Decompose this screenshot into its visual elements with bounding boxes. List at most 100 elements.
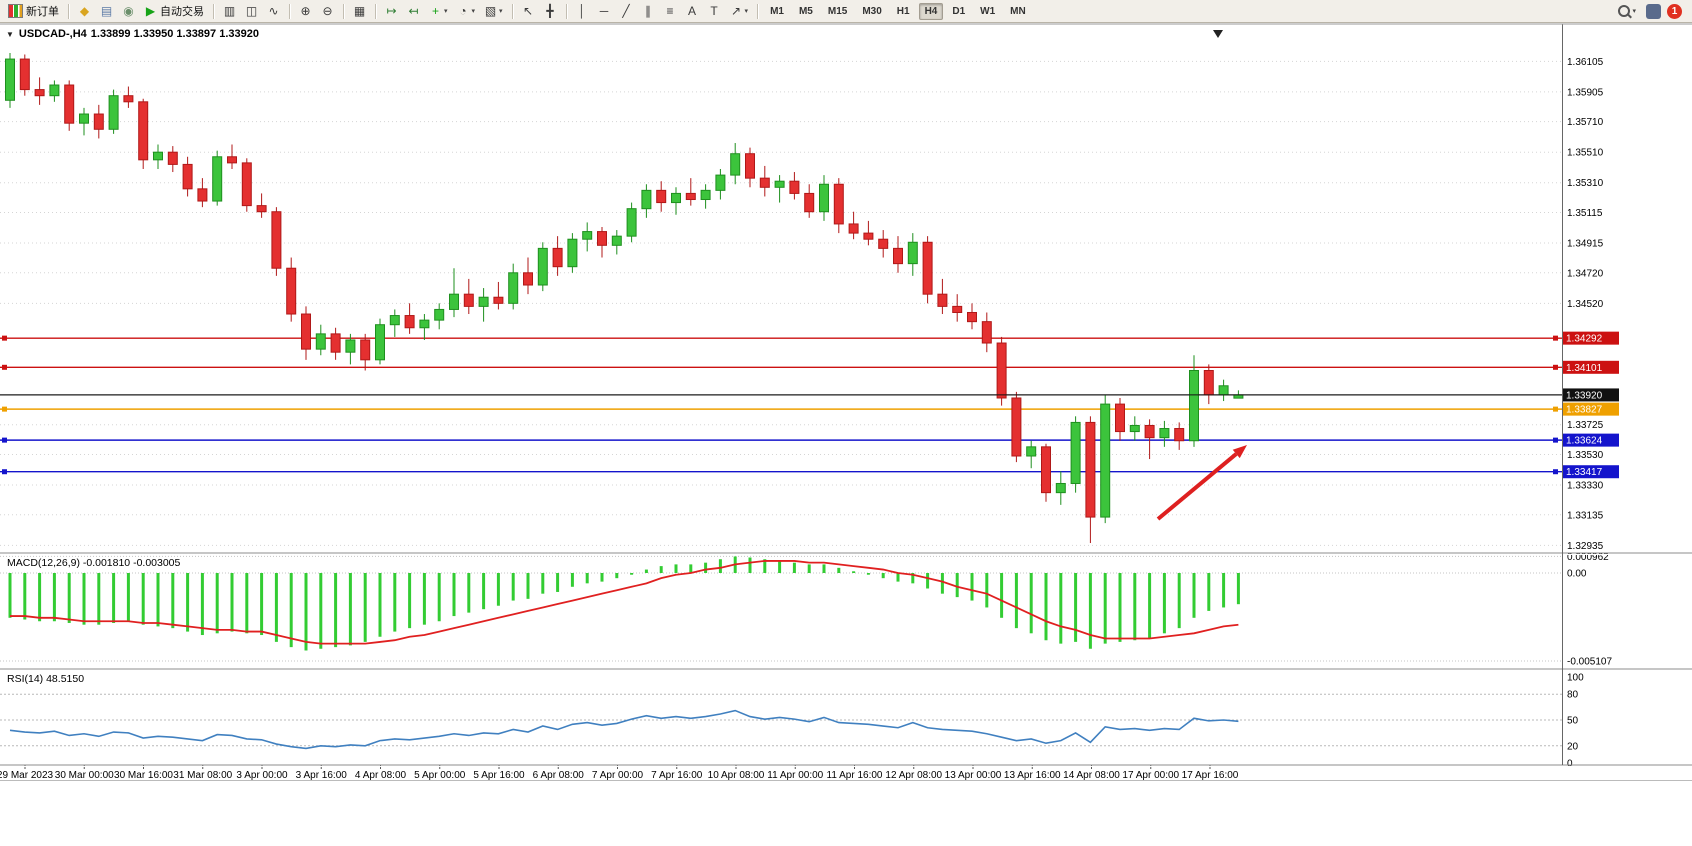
autotrading-button[interactable]: ▶ 自动交易 [140,1,208,21]
svg-text:-0.005107: -0.005107 [1567,656,1612,667]
crosshair-button[interactable]: ╋ [540,1,561,21]
rsi-pane: 100 80 50 20 0 [0,673,1584,770]
svg-text:7 Apr 16:00: 7 Apr 16:00 [651,770,703,781]
macd-histogram [8,556,1240,651]
channel-button[interactable]: ∥ [638,1,659,21]
timeframe-mn-button[interactable]: MN [1010,5,1026,17]
svg-text:0.000962: 0.000962 [1567,552,1609,563]
templates-button[interactable]: ▧ ▾ [480,1,507,21]
autotrading-button-label: 自动交易 [160,6,204,18]
svg-text:1.35115: 1.35115 [1567,208,1603,219]
toolbar-separator [757,3,759,19]
svg-text:1.34915: 1.34915 [1567,239,1604,250]
bar-chart-button[interactable]: ▥ [219,1,240,21]
chart-window[interactable]: 1.36105 1.35905 1.35710 1.35510 1.35310 1.351… [0,23,1692,781]
periods-button[interactable]: ◔ ▾ [453,1,480,21]
crosshair-icon: ╋ [546,4,554,18]
svg-text:80: 80 [1567,690,1579,701]
new-order-button[interactable]: 新订单 [4,1,63,21]
arrows-button[interactable]: ↗ ▾ [726,1,753,21]
search-icon [1618,5,1631,17]
svg-text:11 Apr 00:00: 11 Apr 00:00 [767,770,823,781]
timeframe-m15-button[interactable]: M15 [827,5,848,17]
svg-text:50: 50 [1567,716,1579,727]
new-order-button-label: 新订单 [26,6,59,18]
timeframe-m5-button[interactable]: M5 [798,5,813,17]
timeframe-m30-button[interactable]: M30 [862,5,882,17]
trendline-icon: ╱ [622,4,630,18]
cursor-button[interactable]: ↖ [518,1,539,21]
candlesticks [5,52,1244,544]
trend-arrow-annotation[interactable] [1156,445,1247,521]
timeframe-h4-button[interactable]: H4 [918,2,944,20]
text-label-button[interactable]: T [704,1,725,21]
svg-text:1.32935: 1.32935 [1567,541,1604,552]
toolbar-separator [511,3,513,19]
svg-text:10 Apr 08:00: 10 Apr 08:00 [708,770,765,781]
svg-text:3 Apr 00:00: 3 Apr 00:00 [236,770,288,781]
text-button[interactable]: A [682,1,703,21]
vertical-line-icon: │ [578,4,586,18]
svg-text:5 Apr 00:00: 5 Apr 00:00 [414,770,466,781]
caret-down-icon: ▾ [471,8,476,15]
caret-down-icon: ▾ [444,8,448,15]
chart-shift-marker-icon[interactable] [1213,30,1223,38]
svg-text:0.00: 0.00 [1567,569,1587,580]
svg-text:1.34520: 1.34520 [1567,299,1604,310]
time-axis[interactable]: 29 Mar 2023 30 Mar 00:00 30 Mar 16:00 31 Ma… [0,765,1239,781]
candlestick-icon: ◫ [245,4,258,18]
website-button[interactable]: ◉ [118,1,139,21]
horizontal-line-icon: ─ [599,4,609,18]
toolbar-separator [375,3,376,19]
notification-badge[interactable]: 1 [1667,3,1682,19]
timeframe-m1-button[interactable]: M1 [770,5,784,17]
text-icon: A [688,4,697,18]
community-icon[interactable] [1646,3,1661,19]
svg-text:1.35510: 1.35510 [1567,148,1604,159]
svg-text:1.34720: 1.34720 [1567,268,1604,279]
timeframe-w1-button[interactable]: W1 [980,5,996,17]
price-line-labels: 1.34292 1.34101 1.33920 1.33827 1.33624 1.334… [0,331,1619,479]
globe-icon: ◉ [123,4,134,18]
text-label-icon: T [710,4,718,18]
zoom-out-button[interactable]: ⊖ [317,1,338,21]
rsi-line [9,709,1239,750]
indicators-plus-icon: + [431,4,439,18]
zoom-in-button[interactable]: ⊕ [295,1,316,21]
fibonacci-button[interactable]: ≡ [660,1,681,21]
metaeditor-button[interactable]: ◆ [74,1,95,21]
line-chart-button[interactable]: ∿ [263,1,284,21]
caret-down-icon: ▾ [1632,8,1636,15]
svg-text:100: 100 [1567,673,1584,684]
timeframe-d1-button[interactable]: D1 [952,5,966,17]
chart-canvas[interactable]: 1.36105 1.35905 1.35710 1.35510 1.35310 1.351… [0,23,1692,781]
svg-text:1.35905: 1.35905 [1567,87,1604,98]
horizontal-line-button[interactable]: ─ [594,1,615,21]
svg-text:1.33725: 1.33725 [1567,420,1604,431]
print-button[interactable]: ▤ [96,1,117,21]
svg-text:1.33530: 1.33530 [1567,450,1604,461]
svg-text:1.33330: 1.33330 [1567,481,1604,492]
trendline-button[interactable]: ╱ [616,1,637,21]
search-button[interactable]: ▾ [1614,1,1640,21]
chart-shift-button[interactable]: ↤ [403,1,424,21]
horizontal-line-objects[interactable] [0,335,1562,475]
toolbar-separator [289,3,290,19]
timeframe-h1-button[interactable]: H1 [896,5,910,17]
toolbar-separator [565,3,567,19]
indicators-button[interactable]: + ▾ [425,1,452,21]
template-icon: ▧ [484,4,497,18]
toolbar-buttons: 新订单 ◆ ▤ ◉ ▶ 自动交易 ▥ ◫ ∿ ⊕ ⊖ ▦ ↦ ↤ + ▾ ◔ ▾ ▧ ▾ ↖ ╋ │ ─ ╱ ∥ ≡ A T ↗ ▾ M1 M5… [4,1,1614,21]
svg-text:31 Mar 08:00: 31 Mar 08:00 [173,770,232,781]
main-toolbar: 新订单 ◆ ▤ ◉ ▶ 自动交易 ▥ ◫ ∿ ⊕ ⊖ ▦ ↦ ↤ + ▾ ◔ ▾ ▧ ▾ ↖ ╋ │ ─ ╱ ∥ ≡ A T ↗ ▾ M1 M5… [0,0,1692,23]
macd-signal-line [10,560,1239,645]
tile-windows-button[interactable]: ▦ [349,1,370,21]
clock-icon: ◔ [459,4,467,18]
vertical-line-button[interactable]: │ [572,1,593,21]
auto-scroll-button[interactable]: ↦ [381,1,402,21]
candlestick-chart-button[interactable]: ◫ [241,1,262,21]
svg-text:1.33920: 1.33920 [1566,390,1603,401]
autotrading-play-icon: ▶ [145,4,156,18]
svg-text:7 Apr 00:00: 7 Apr 00:00 [592,770,644,781]
